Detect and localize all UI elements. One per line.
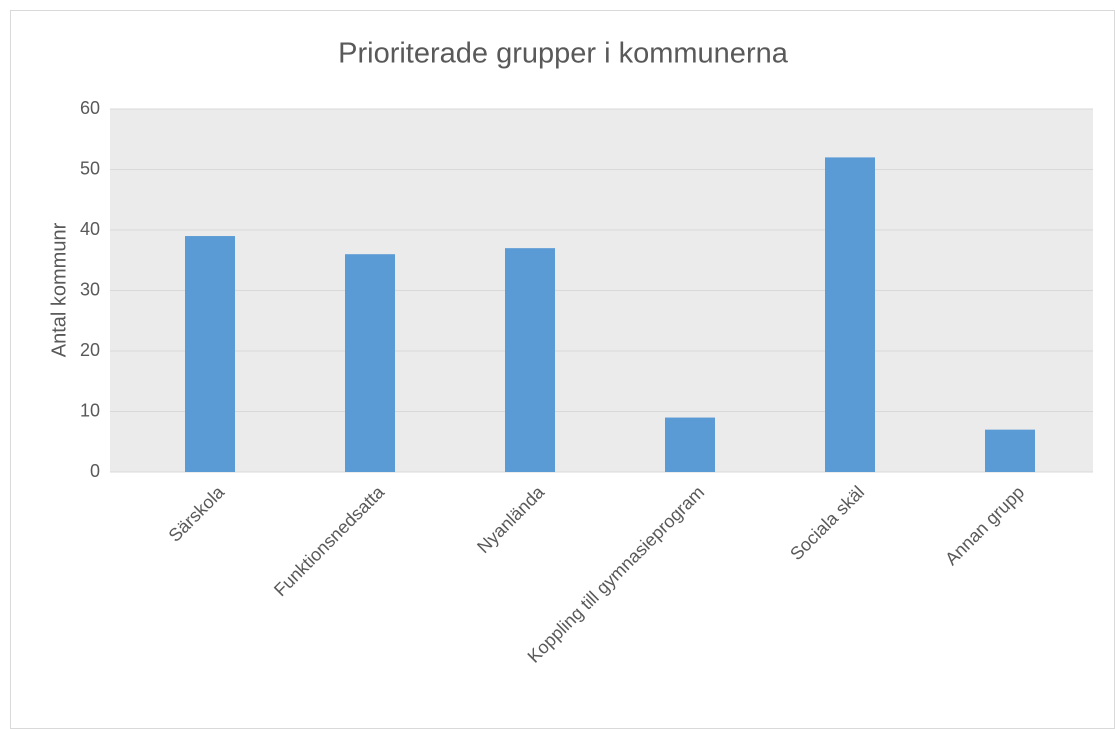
y-tick-label: 60: [80, 98, 100, 118]
y-tick-label: 0: [90, 461, 100, 481]
bar: [985, 429, 1035, 472]
y-tick-label: 50: [80, 158, 100, 178]
y-tick-label: 30: [80, 279, 100, 299]
bar: [505, 248, 555, 472]
y-tick-label: 10: [80, 400, 100, 420]
y-tick-label: 40: [80, 219, 100, 239]
bar: [665, 417, 715, 472]
bar: [345, 254, 395, 472]
chart-title: Prioriterade grupper i kommunerna: [338, 38, 789, 70]
y-tick-label: 20: [80, 340, 100, 360]
bar: [825, 157, 875, 472]
y-axis-label: Antal kommunr: [48, 222, 70, 357]
bar: [185, 236, 235, 472]
